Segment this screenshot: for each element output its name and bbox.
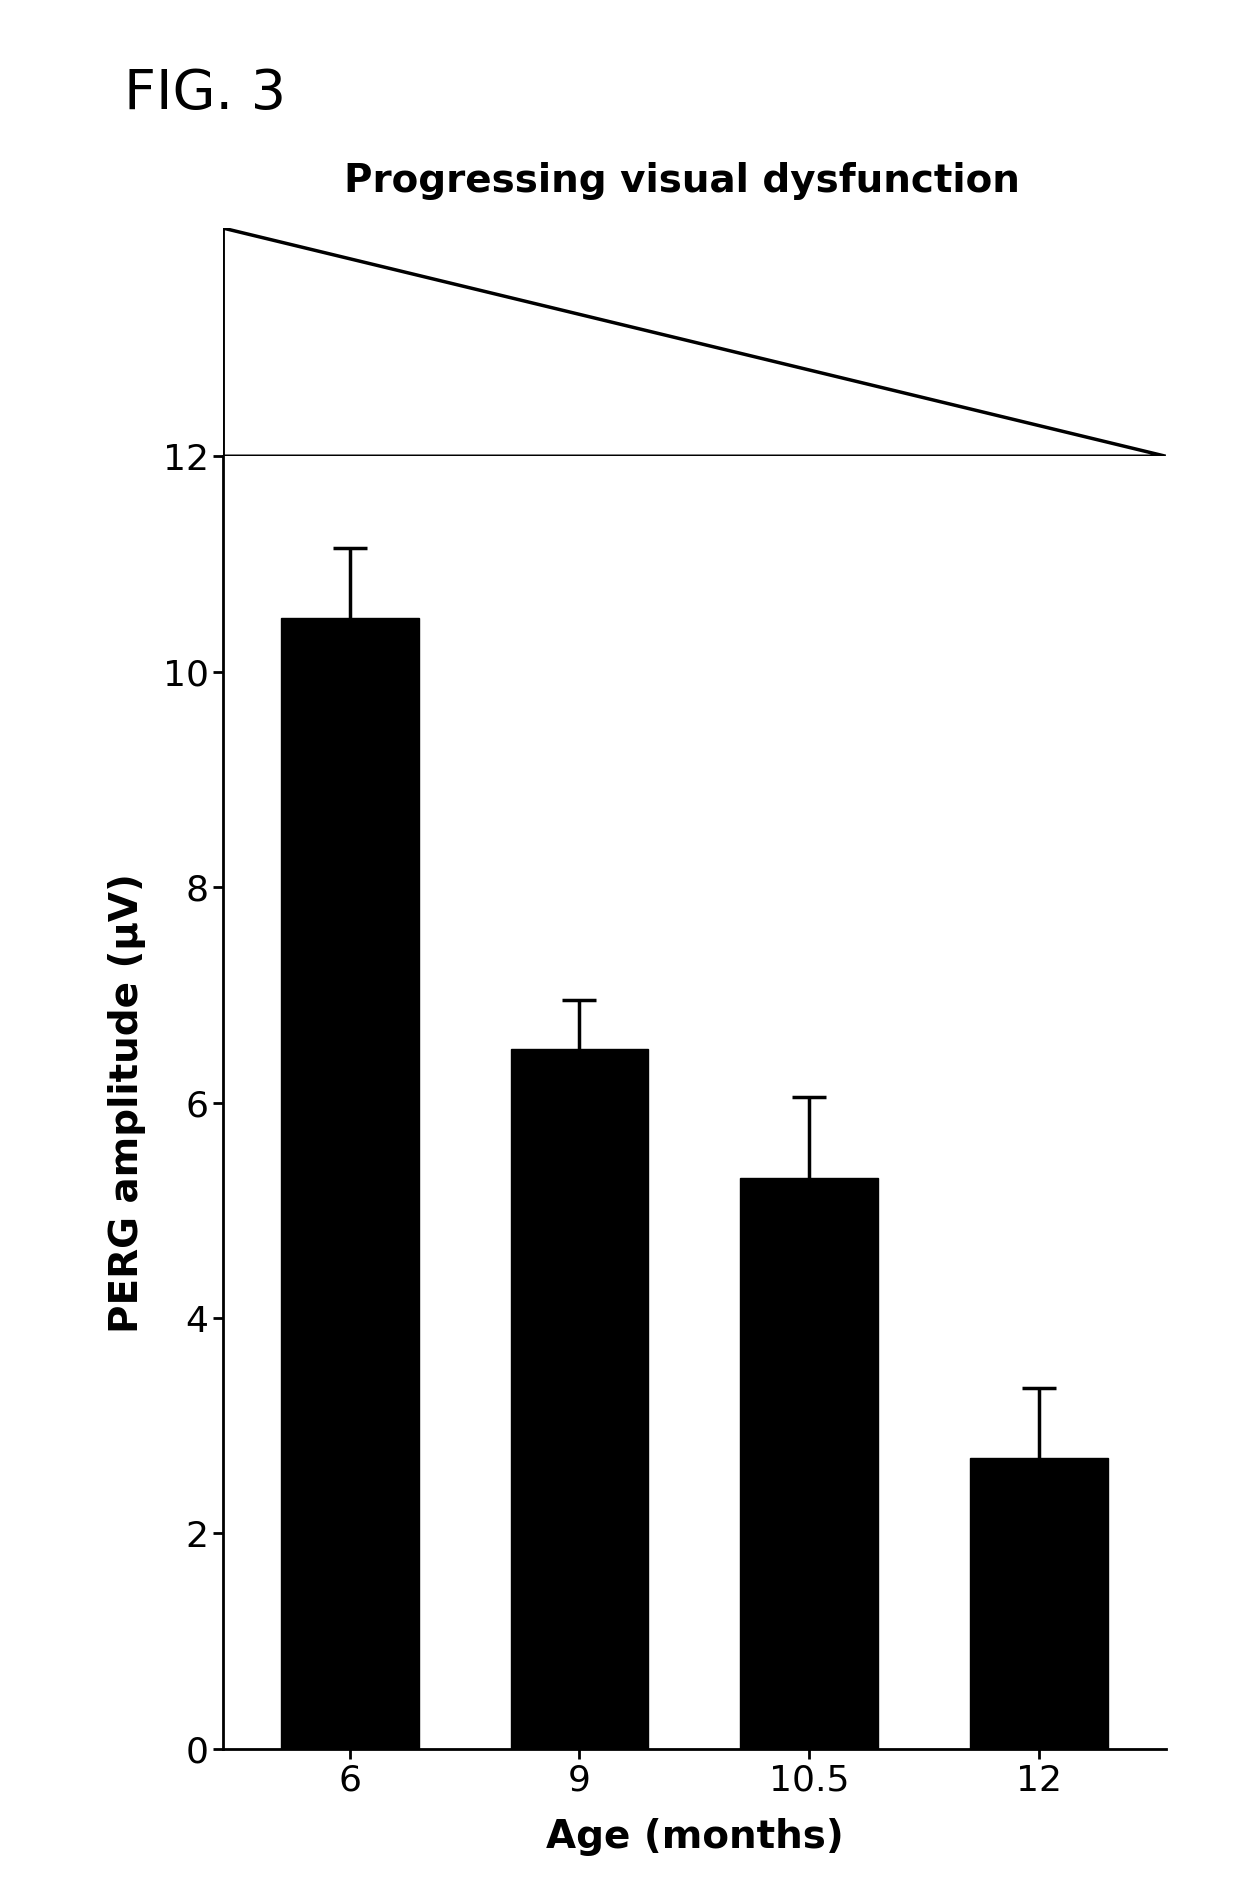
X-axis label: Age (months): Age (months) (546, 1819, 843, 1857)
Bar (970, 1458, 1109, 1749)
Text: Progressing visual dysfunction: Progressing visual dysfunction (343, 162, 1021, 200)
Bar (280, 618, 419, 1749)
Y-axis label: PERG amplitude (μV): PERG amplitude (μV) (108, 873, 146, 1333)
Bar (511, 1049, 649, 1749)
Text: FIG. 3: FIG. 3 (124, 67, 286, 120)
Bar (740, 1179, 878, 1749)
